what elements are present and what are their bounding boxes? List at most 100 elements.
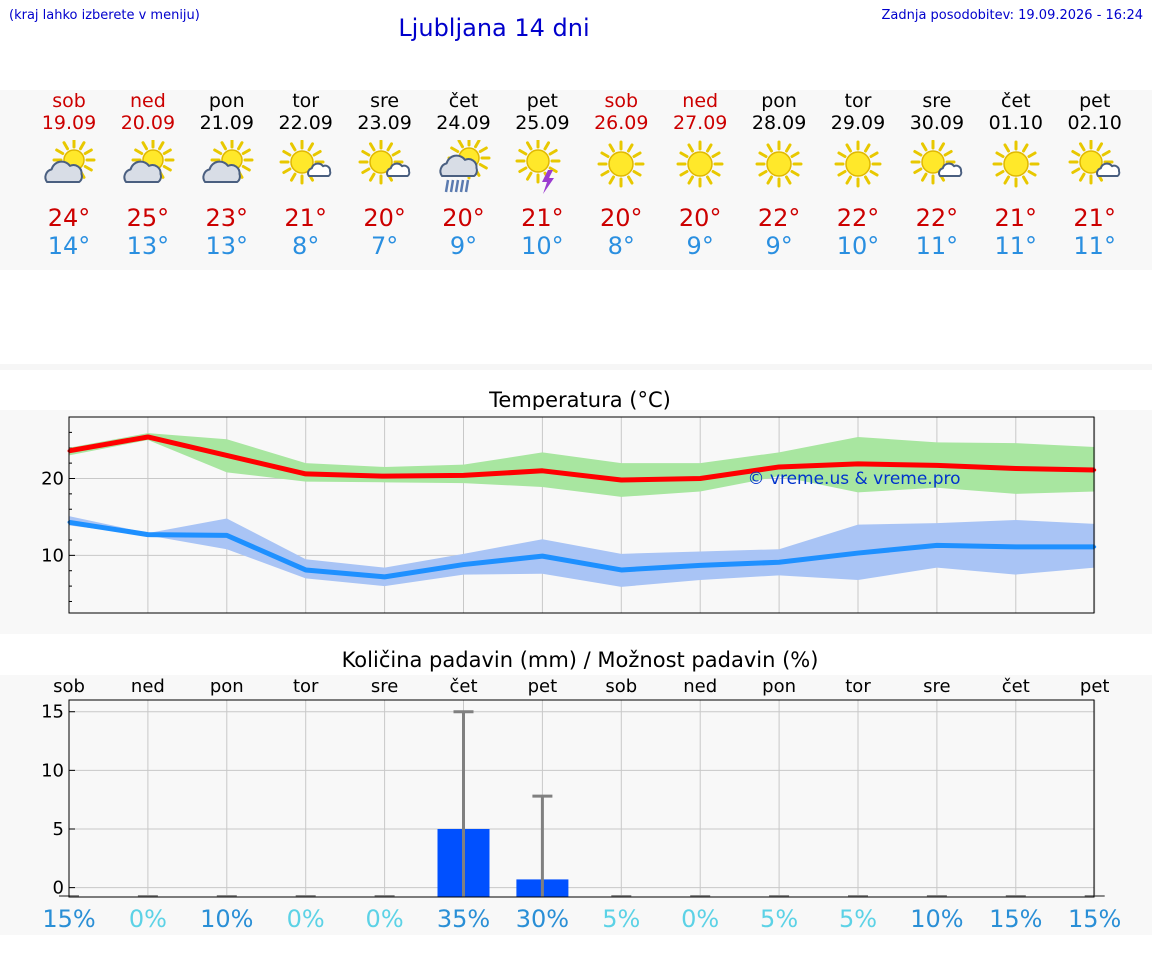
day-column: pet 02.10 21° 11° [1050, 90, 1140, 260]
y-tick-label: 0 [53, 878, 64, 899]
data-point [540, 469, 544, 473]
max-temperature: 20° [678, 204, 722, 232]
day-name: pet [526, 90, 558, 112]
data-point [935, 463, 939, 467]
day-column: sob 19.09 24° 14° [24, 90, 114, 260]
precip-day-label: pon [762, 676, 797, 697]
precip-probability: 10% [910, 905, 964, 933]
day-name: pet [1079, 90, 1111, 112]
mostly-sunny-icon [357, 139, 413, 196]
precip-day-label: čet [449, 676, 478, 697]
precip-day-label: pon [209, 676, 244, 697]
min-temperature: 9° [449, 232, 478, 260]
day-name: tor [844, 90, 872, 112]
precip-probability: 0% [365, 905, 404, 933]
day-date: 28.09 [751, 112, 807, 134]
precip-day-label: čet [1001, 676, 1030, 697]
day-name: ned [129, 90, 166, 112]
min-temperature: 7° [370, 232, 399, 260]
y-tick-label: 5 [53, 819, 64, 840]
day-date: 27.09 [672, 112, 728, 134]
precip-day-label: sob [53, 676, 85, 697]
day-date: 23.09 [357, 112, 412, 134]
location-hint: (kraj lahko izberete v meniju) [9, 8, 200, 23]
sunny-icon [988, 140, 1044, 196]
day-date: 24.09 [436, 112, 491, 134]
sunny-icon [593, 140, 649, 196]
plot-frame [68, 699, 1095, 898]
sunny-icon [751, 140, 807, 196]
data-point [1014, 545, 1018, 549]
min-temperature: 9° [686, 232, 714, 260]
precip-probability: 10% [200, 905, 254, 933]
plot-area [69, 700, 1094, 897]
min-temperature: 14° [47, 232, 91, 260]
min-temperature: 8° [292, 232, 320, 260]
divider [0, 364, 1152, 370]
data-point [777, 465, 781, 469]
data-point [619, 568, 623, 572]
max-temperature: 20° [600, 204, 643, 232]
min-temperature: 13° [126, 232, 170, 260]
data-point [383, 474, 387, 478]
max-temperature: 25° [126, 204, 170, 232]
precip-probability: 35% [436, 905, 491, 933]
precipitation-chart-title: Količina padavin (mm) / Možnost padavin … [341, 648, 819, 672]
day-column: tor 22.09 21° 8° [261, 90, 351, 260]
day-date: 02.10 [1067, 112, 1122, 134]
y-tick-label: 10 [41, 760, 64, 781]
data-point [777, 560, 781, 564]
max-temperature: 21° [994, 204, 1038, 232]
sunny-icon [830, 140, 886, 196]
data-point [856, 462, 860, 466]
day-column: tor 29.09 22° 10° [813, 90, 903, 260]
precip-day-label: tor [845, 676, 871, 697]
max-temperature: 22° [757, 204, 801, 232]
mostly-sunny-icon [278, 139, 334, 196]
min-temperature: 13° [205, 232, 249, 260]
data-point [935, 543, 939, 547]
precip-day-label: tor [292, 676, 319, 697]
partly-cloudy-icon [41, 138, 97, 196]
max-temperature: 22° [836, 204, 880, 232]
day-column: ned 20.09 25° 13° [103, 90, 193, 260]
precip-probability: 5% [838, 905, 878, 933]
day-date: 21.09 [199, 112, 254, 134]
precip-day-label: sre [370, 676, 399, 697]
partly-cloudy-icon [199, 138, 255, 196]
day-date: 29.09 [830, 112, 886, 134]
plot-frame [68, 416, 1095, 614]
day-column: sre 23.09 20° 7° [340, 90, 430, 260]
day-date: 20.09 [120, 112, 176, 134]
day-date: 26.09 [594, 112, 649, 134]
day-column: čet 01.10 21° 11° [971, 90, 1061, 260]
max-temperature: 24° [47, 204, 91, 232]
data-point [225, 533, 229, 537]
day-name: sre [922, 90, 952, 112]
precip-probability: 0% [286, 905, 325, 933]
data-point [462, 473, 465, 477]
day-name: tor [292, 90, 320, 112]
y-tick-label: 20 [41, 468, 64, 489]
temperature-chart-title: Temperatura (°C) [489, 388, 671, 412]
partly-cloudy-icon [120, 138, 176, 196]
data-point [619, 478, 623, 482]
min-temperature-line [68, 519, 1095, 580]
day-name: sre [370, 90, 400, 112]
min-temperature: 11° [1073, 232, 1116, 260]
precip-probability: 5% [760, 905, 799, 933]
day-name: sob [52, 90, 86, 112]
thunderstorm-icon [514, 138, 570, 196]
data-point [225, 453, 229, 457]
data-point [856, 551, 860, 555]
max-temperature: 21° [521, 204, 564, 232]
precip-day-label: pet [1079, 676, 1110, 697]
day-column: pon 28.09 22° 9° [734, 90, 824, 260]
day-date: 22.09 [278, 112, 333, 134]
data-point [383, 575, 387, 579]
precip-probability: 30% [515, 905, 570, 933]
day-column: čet 24.09 20° 9° [419, 90, 509, 260]
data-point [304, 472, 308, 476]
min-temperature: 11° [915, 232, 959, 260]
